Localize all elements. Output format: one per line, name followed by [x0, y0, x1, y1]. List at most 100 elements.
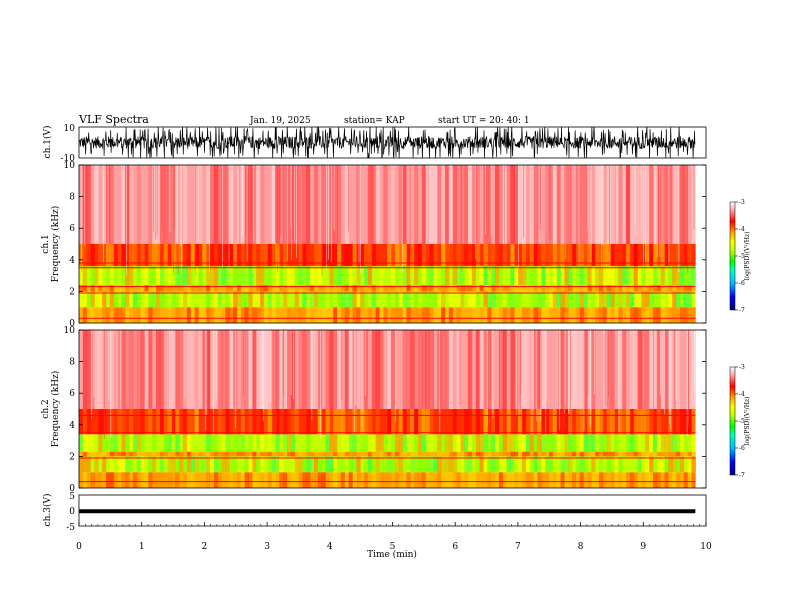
spec-ytick-label: 6 [69, 389, 75, 399]
spec-texture [410, 409, 415, 435]
spec-texture [156, 451, 161, 457]
spec-texture [86, 266, 92, 286]
spec-texture [660, 307, 666, 323]
spec-texture [629, 165, 635, 244]
spec-texture [587, 285, 592, 292]
spec-texture [113, 330, 119, 409]
spec-texture [329, 285, 334, 292]
spec-texture [579, 165, 585, 244]
spec-texture [595, 434, 600, 452]
spec-texture [94, 456, 99, 473]
spec-texture [217, 165, 223, 244]
spec-texture [325, 330, 330, 409]
spec-texture [541, 266, 546, 286]
spec-texture [691, 434, 696, 452]
spec-texture [156, 409, 161, 435]
spec-texture [522, 456, 527, 473]
spec-texture [179, 285, 184, 292]
spec-texture [622, 285, 627, 292]
spec-texture [498, 330, 504, 409]
spec-texture [379, 434, 384, 452]
spec-texture [471, 434, 477, 452]
spec-texture [344, 434, 350, 452]
spec-texture [321, 409, 327, 435]
spec-texture [109, 165, 115, 244]
spec-texture [337, 409, 342, 435]
spec-texture [425, 451, 431, 457]
spec-texture [248, 291, 253, 308]
spec-texture [560, 409, 565, 435]
spec-texture [645, 244, 650, 267]
spec-texture [629, 291, 635, 308]
spec-texture [549, 266, 554, 286]
spec-texture [183, 285, 188, 292]
spec-texture [271, 285, 276, 292]
spec-texture [287, 434, 292, 452]
spec-texture [167, 285, 172, 292]
spec-texture [487, 451, 492, 457]
spec-texture [98, 330, 103, 409]
spec-texture [86, 291, 92, 308]
spec-texture [649, 456, 654, 473]
spec-texture [510, 165, 515, 244]
spec-texture [649, 285, 654, 292]
spec-texture [194, 330, 199, 409]
spec-texture [676, 266, 681, 286]
spec-texture [502, 266, 508, 286]
spec-texture [510, 244, 515, 267]
spec-texture [502, 244, 508, 267]
spec-texture [244, 285, 249, 292]
spec-texture [82, 472, 88, 488]
spec-texture [321, 285, 327, 292]
spec-texture [602, 165, 608, 244]
spec-texture [364, 451, 369, 457]
spec-texture [441, 165, 446, 244]
spec-texture [614, 456, 619, 473]
spec-texture [572, 456, 577, 473]
spec-texture [348, 472, 353, 488]
spec-texture [487, 434, 492, 452]
spec-texture [622, 472, 627, 488]
spec-texture [329, 451, 334, 457]
spec-texture [533, 285, 538, 292]
spec-texture [287, 285, 292, 292]
spec-texture [656, 472, 662, 488]
spec-texture [263, 451, 269, 457]
spec-texture [402, 330, 407, 409]
spec-texture [653, 165, 658, 244]
spec-texture [398, 165, 404, 244]
spec-texture [132, 285, 138, 292]
spec-texture [171, 266, 176, 286]
spec-texture [394, 266, 400, 286]
spec-texture [645, 434, 650, 452]
spec-texture [433, 451, 438, 457]
spec-texture [572, 472, 577, 488]
spec-texture [437, 285, 442, 292]
spec-texture [618, 434, 623, 452]
spec-texture [479, 409, 484, 435]
spec-texture [306, 434, 311, 452]
spec-texture [244, 434, 249, 452]
spec-texture [460, 165, 465, 244]
spec-texture [263, 434, 269, 452]
spec-texture [271, 472, 276, 488]
spec-texture [418, 472, 423, 488]
spec-texture [491, 307, 496, 323]
spec-texture [244, 330, 249, 409]
spec-texture [236, 266, 242, 286]
spec-texture [552, 409, 558, 435]
spec-texture [591, 330, 596, 409]
spec-texture [321, 472, 327, 488]
spec-texture [156, 291, 161, 308]
spec-texture [121, 451, 126, 457]
spec-texture [79, 472, 84, 488]
spec-texture [198, 434, 203, 452]
spec-texture [186, 451, 192, 457]
spec-texture [575, 472, 581, 488]
spec-texture [356, 456, 361, 473]
spec-texture [194, 472, 199, 488]
spec-texture [298, 307, 303, 323]
colorbar-tick-label: -5 [739, 253, 745, 260]
spec-texture [279, 472, 284, 488]
spec-texture [294, 291, 300, 308]
